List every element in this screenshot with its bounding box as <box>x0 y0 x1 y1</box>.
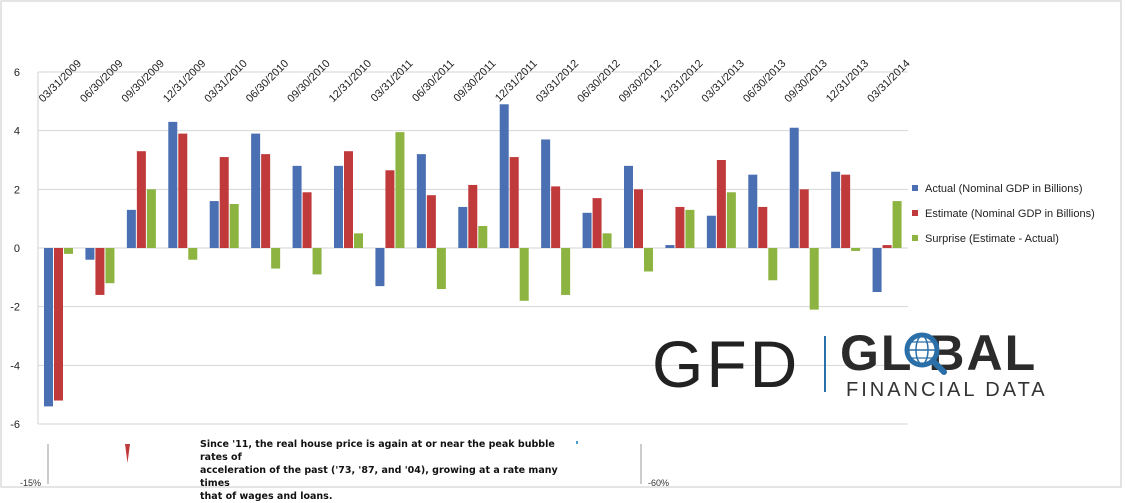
bar-estimate <box>385 170 395 248</box>
y-tick-label: -6 <box>10 419 20 431</box>
annotation-line: acceleration of the past ('73, '87, and … <box>200 465 558 489</box>
y-tick-label: -4 <box>10 360 20 372</box>
bar-estimate <box>178 133 188 248</box>
bar-actual <box>665 245 675 248</box>
bar-estimate <box>302 192 312 248</box>
bar-series <box>44 104 902 407</box>
y-tick-label: 6 <box>14 67 20 79</box>
bar-actual <box>292 165 302 248</box>
footer-right-label: -60% <box>648 478 670 488</box>
bar-surprise <box>768 248 778 281</box>
bar-actual <box>748 174 758 248</box>
bar-actual <box>44 248 53 407</box>
bar-surprise <box>892 201 902 248</box>
bar-surprise <box>644 248 653 272</box>
bar-actual <box>251 133 261 248</box>
bar-surprise <box>229 204 239 248</box>
bar-estimate <box>219 157 229 248</box>
bar-surprise <box>561 248 571 295</box>
bar-estimate <box>882 245 892 248</box>
bar-estimate <box>344 151 353 248</box>
bar-surprise <box>64 248 73 254</box>
magnifier-globe-icon <box>904 332 947 375</box>
bar-surprise <box>851 248 861 251</box>
y-tick-label: -2 <box>10 302 20 314</box>
bar-surprise <box>809 248 819 310</box>
bar-actual <box>334 165 343 248</box>
logo-subtitle: FINANCIAL DATA <box>846 379 1048 401</box>
blue-marker <box>576 441 578 444</box>
bar-actual <box>789 127 799 248</box>
bar-estimate <box>675 206 685 248</box>
bar-actual <box>209 201 219 248</box>
bar-estimate <box>841 174 851 248</box>
bar-actual <box>458 206 468 248</box>
legend-swatch <box>912 185 918 191</box>
bar-estimate <box>799 189 809 248</box>
bar-surprise <box>436 248 446 290</box>
bar-estimate <box>592 198 602 248</box>
footer-left-label: -15% <box>20 478 42 488</box>
bar-actual <box>85 248 95 260</box>
bar-surprise <box>478 226 488 248</box>
bar-actual <box>499 104 509 249</box>
bar-surprise <box>726 192 736 248</box>
bar-surprise <box>105 248 115 284</box>
y-axis: 6 4 2 0 -2 -4 -6 <box>10 67 39 431</box>
bar-estimate <box>54 248 63 401</box>
bar-surprise <box>602 233 612 248</box>
bar-surprise <box>312 248 322 275</box>
annotation-line: Since '11, the real house price is again… <box>200 439 555 463</box>
bar-actual <box>831 171 841 248</box>
bar-actual <box>582 212 592 248</box>
bar-actual <box>126 209 136 248</box>
legend-label: Estimate (Nominal GDP in Billions) <box>925 208 1095 220</box>
legend-swatch <box>912 235 918 241</box>
legend-label: Actual (Nominal GDP in Billions) <box>925 183 1083 195</box>
bar-estimate <box>716 160 726 248</box>
bar-estimate <box>634 189 643 248</box>
bar-actual <box>872 248 882 292</box>
logo-separator <box>824 336 826 392</box>
bar-estimate <box>261 154 271 248</box>
bar-actual <box>706 215 716 248</box>
bar-estimate <box>758 206 768 248</box>
bar-surprise <box>188 248 198 260</box>
bar-estimate <box>136 151 146 248</box>
annotation-line: that of wages and loans. <box>200 491 333 502</box>
red-marker <box>125 444 130 463</box>
bar-surprise <box>146 189 156 248</box>
y-tick-label: 2 <box>14 184 20 196</box>
bar-surprise <box>395 132 405 248</box>
bar-estimate <box>468 184 478 248</box>
chart-grid <box>38 71 908 425</box>
bar-actual <box>624 165 633 248</box>
logo-gfd-text: GFD <box>652 327 801 401</box>
y-tick-label: 0 <box>14 243 20 255</box>
bar-surprise <box>354 233 363 248</box>
bar-estimate <box>426 195 436 248</box>
bar-surprise <box>519 248 529 301</box>
bar-surprise <box>685 209 695 248</box>
bar-estimate <box>95 248 105 295</box>
bar-estimate <box>509 157 519 248</box>
legend-swatch <box>912 210 918 216</box>
chart-frame <box>0 0 1122 488</box>
bar-actual <box>168 121 178 248</box>
bar-actual <box>375 248 385 287</box>
legend-label: Surprise (Estimate - Actual) <box>925 233 1059 245</box>
bar-surprise <box>271 248 281 269</box>
bar-actual <box>541 139 551 248</box>
annotation-note: Since '11, the real house price is again… <box>200 438 580 503</box>
bar-actual <box>416 154 426 248</box>
gfd-logo: GFD GL BAL FINANCIAL DATA <box>652 326 1082 408</box>
bar-estimate <box>551 186 561 248</box>
y-tick-label: 4 <box>14 126 20 138</box>
legend: Actual (Nominal GDP in Billions) Estimate… <box>912 183 1095 245</box>
